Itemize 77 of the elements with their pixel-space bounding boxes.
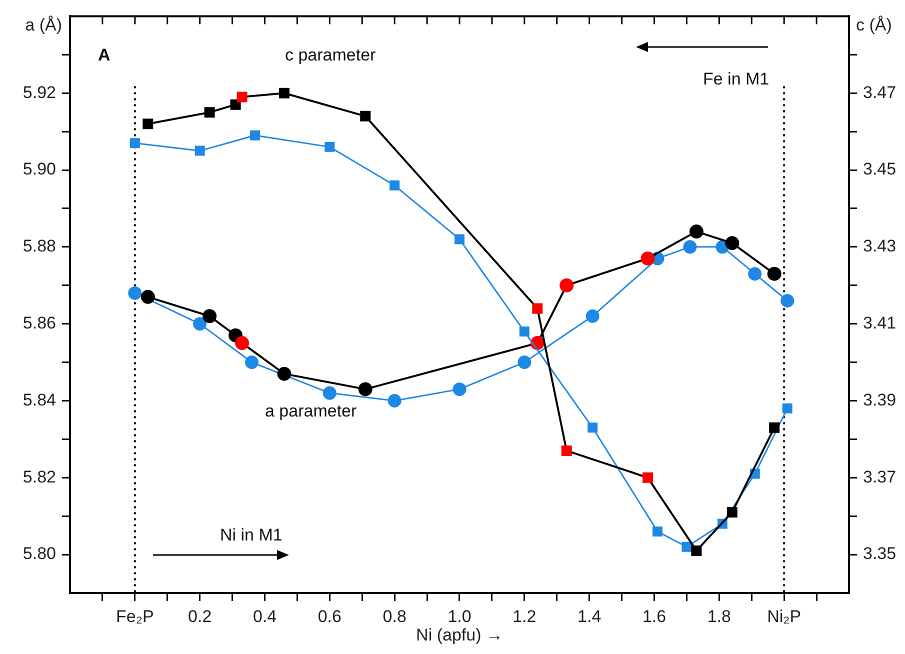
point (277, 366, 292, 381)
point (128, 286, 142, 300)
point (204, 107, 215, 118)
point (140, 290, 155, 304)
point (388, 394, 402, 408)
annotation: Fe in M1 (703, 70, 770, 89)
point (245, 356, 259, 370)
x-tick-label: Ni₂P (767, 606, 802, 626)
x-tick-label: 1.2 (512, 606, 536, 626)
x-tick-label: 1.4 (578, 606, 602, 626)
point (640, 251, 655, 266)
point (532, 303, 543, 314)
y-tick-label: 5.92 (22, 82, 56, 102)
x-tick-label: 0.2 (188, 606, 212, 626)
point (691, 545, 702, 556)
point (561, 445, 572, 456)
point (683, 240, 697, 254)
point (230, 99, 241, 110)
annotation: A (98, 46, 110, 65)
x-tick-label: 0.6 (318, 606, 342, 626)
point (518, 356, 532, 370)
x-tick-label: 0.8 (382, 606, 406, 626)
y-tick-label: 5.90 (22, 160, 56, 179)
y2-tick-label: 3.37 (863, 467, 896, 486)
point (586, 309, 600, 323)
annotation: a parameter (265, 402, 357, 421)
point (652, 526, 662, 536)
x-tick-label: 0.4 (252, 606, 277, 626)
point (560, 278, 574, 292)
y2-tick-label: 3.45 (863, 160, 896, 179)
annotation: Ni in M1 (220, 526, 282, 545)
y2-tick-label: 3.43 (863, 236, 896, 256)
y-tick-label: 5.82 (22, 467, 56, 486)
point (682, 542, 692, 552)
y-tick-label: 5.88 (22, 236, 56, 256)
x-tick-label: Fe₂P (116, 606, 154, 626)
point (588, 422, 598, 433)
point (689, 224, 704, 239)
point (782, 403, 792, 414)
point (194, 146, 205, 156)
point (769, 422, 780, 433)
point (235, 336, 250, 350)
y2-tick-label: 3.47 (863, 82, 896, 102)
y2-tick-label: 3.41 (863, 314, 896, 333)
point (642, 472, 653, 483)
point (358, 382, 372, 396)
annotation: c parameter (285, 46, 376, 65)
point (202, 309, 217, 324)
x-axis-title: Ni (apfu) → (416, 626, 503, 645)
point (142, 118, 154, 130)
point (360, 110, 371, 122)
y2-axis-title: c (Å) (856, 16, 892, 35)
y2-tick-label: 3.35 (863, 544, 896, 564)
point (193, 317, 207, 331)
point (519, 326, 530, 337)
point (322, 386, 336, 400)
point (324, 142, 335, 152)
point (780, 294, 794, 308)
point (454, 234, 464, 244)
point (278, 88, 290, 98)
x-tick-label: 1.8 (707, 606, 731, 626)
y-tick-label: 5.84 (22, 390, 56, 410)
y-tick-label: 5.80 (22, 544, 56, 564)
y2-tick-label: 3.39 (863, 390, 896, 410)
x-tick-label: 1.0 (448, 606, 472, 626)
point (236, 92, 248, 102)
point (390, 180, 400, 190)
point (748, 267, 762, 281)
point (767, 266, 782, 281)
point (726, 507, 738, 518)
point (250, 130, 260, 140)
point (452, 382, 466, 396)
x-tick-label: 1.6 (642, 606, 666, 626)
y-tick-label: 5.86 (22, 314, 56, 333)
point (725, 236, 740, 250)
y-axis-title: a (Å) (25, 16, 62, 35)
point (130, 138, 140, 148)
